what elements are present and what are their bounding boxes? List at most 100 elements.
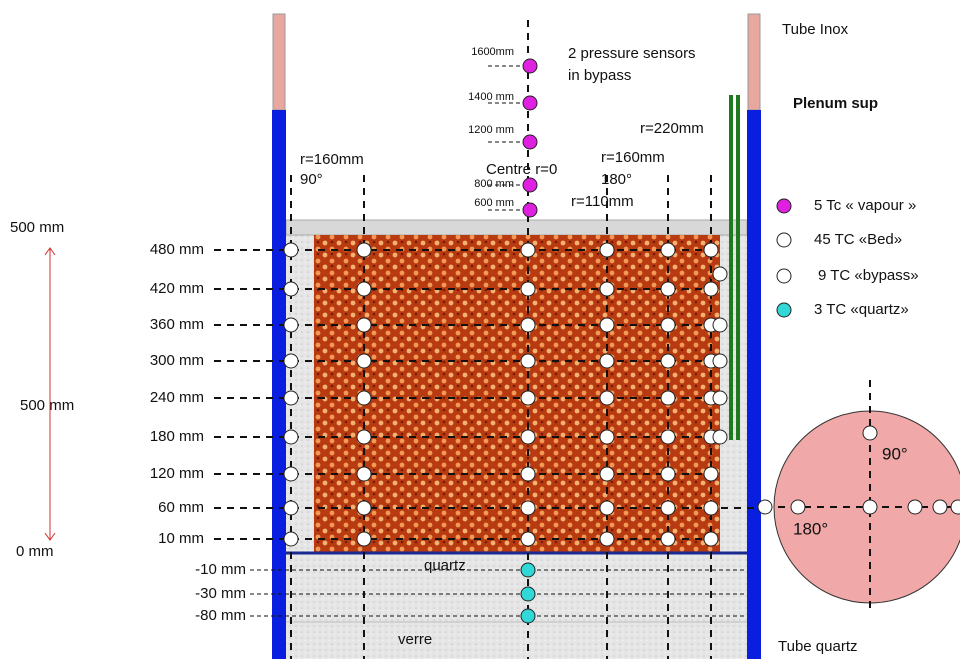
label: verre [398, 631, 432, 648]
label: in bypass [568, 67, 631, 84]
thermocouple [357, 282, 371, 296]
legend-marker [777, 233, 791, 247]
thermocouple [523, 203, 537, 217]
thermocouple [713, 391, 727, 405]
thermocouple [357, 430, 371, 444]
label: Plenum sup [793, 95, 878, 112]
height-label: 800 mm [474, 178, 514, 190]
bypass-tube [736, 95, 740, 440]
thermocouple [284, 243, 298, 257]
thermocouple [521, 318, 535, 332]
legend-entry: 5 Tc « vapour » [814, 197, 916, 214]
thermocouple [661, 501, 675, 515]
thermocouple [951, 500, 960, 514]
level-label: 300 mm [150, 352, 204, 369]
thermocouple [704, 243, 718, 257]
thermocouple [357, 318, 371, 332]
thermocouple [661, 467, 675, 481]
level-label: 180 mm [150, 428, 204, 445]
inox-left [273, 14, 285, 110]
thermocouple [357, 391, 371, 405]
thermocouple [661, 532, 675, 546]
thermocouple [863, 426, 877, 440]
thermocouple [523, 135, 537, 149]
thermocouple [357, 501, 371, 515]
thermocouple [284, 430, 298, 444]
section-view [765, 380, 960, 610]
legend-marker [777, 269, 791, 283]
thermocouple [521, 532, 535, 546]
legend-entry: 9 TC «bypass» [818, 267, 919, 284]
thermocouple [661, 391, 675, 405]
thermocouple [704, 501, 718, 515]
thermocouple [284, 282, 298, 296]
thermocouple [713, 430, 727, 444]
thermocouple [704, 282, 718, 296]
thermocouple [521, 430, 535, 444]
thermocouple [661, 243, 675, 257]
level-label: 10 mm [158, 530, 204, 547]
thermocouple [758, 500, 772, 514]
thermocouple [600, 467, 614, 481]
height-label: 1200 mm [468, 124, 514, 136]
thermocouple [521, 282, 535, 296]
label: quartz [424, 557, 466, 574]
label: r=220mm [640, 120, 704, 137]
thermocouple [521, 563, 535, 577]
legend-entry: 45 TC «Bed» [814, 231, 902, 248]
lid [286, 220, 747, 235]
level-label: 240 mm [150, 389, 204, 406]
thermocouple [600, 282, 614, 296]
label: r=160mm [601, 149, 665, 166]
label: r=110mm [571, 193, 634, 210]
thermocouple [600, 501, 614, 515]
thermocouple [521, 587, 535, 601]
thermocouple [600, 354, 614, 368]
thermocouple [600, 318, 614, 332]
thermocouple [600, 532, 614, 546]
thermocouple [284, 391, 298, 405]
thermocouple [704, 532, 718, 546]
level-label: 360 mm [150, 316, 204, 333]
inox-right [748, 14, 760, 110]
legend-marker [777, 303, 791, 317]
wall-left [272, 110, 286, 659]
thermocouple [713, 354, 727, 368]
vessel [272, 14, 761, 659]
label: Tube Inox [782, 21, 849, 38]
level-label: -10 mm [195, 561, 246, 578]
thermocouple [521, 609, 535, 623]
label: 90° [300, 171, 323, 188]
label: r=160mm [300, 151, 364, 168]
thermocouple [284, 532, 298, 546]
thermocouple [523, 59, 537, 73]
label: 90° [882, 444, 908, 463]
thermocouple [791, 500, 805, 514]
level-label: 480 mm [150, 241, 204, 258]
thermocouple [284, 467, 298, 481]
thermocouple [661, 354, 675, 368]
level-label: 420 mm [150, 280, 204, 297]
thermocouple [284, 318, 298, 332]
level-label: -30 mm [195, 585, 246, 602]
height-label: 600 mm [474, 197, 514, 209]
bypass-tube [729, 95, 733, 440]
label: 0 mm [16, 543, 54, 560]
height-label: 1600mm [471, 46, 514, 58]
thermocouple [357, 532, 371, 546]
label: Tube quartz [778, 638, 858, 655]
thermocouple [523, 178, 537, 192]
level-label: -80 mm [195, 607, 246, 624]
thermocouple [908, 500, 922, 514]
wall-right [747, 110, 761, 659]
pebble-bed [314, 235, 720, 553]
thermocouple [713, 318, 727, 332]
thermocouple [523, 96, 537, 110]
label: Centre r=0 [486, 161, 557, 178]
thermocouple [357, 243, 371, 257]
label: 500 mm [20, 397, 74, 414]
thermocouple [933, 500, 947, 514]
label: 2 pressure sensors [568, 45, 696, 62]
label: 180° [793, 519, 828, 538]
thermocouple [284, 354, 298, 368]
